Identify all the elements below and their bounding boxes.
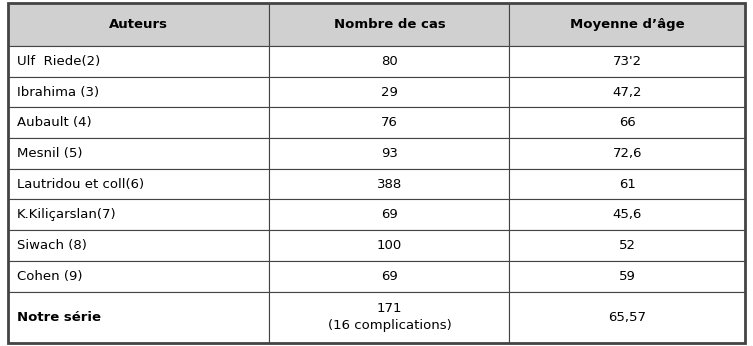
Bar	[270, 230, 509, 261]
Text: 47,2: 47,2	[613, 85, 642, 99]
Text: 59: 59	[619, 270, 636, 283]
Bar	[509, 107, 745, 138]
Bar	[509, 199, 745, 230]
Text: 29: 29	[381, 85, 398, 99]
Bar	[270, 46, 509, 77]
Bar	[8, 292, 270, 343]
Bar	[509, 77, 745, 107]
Bar	[270, 292, 509, 343]
Bar	[509, 230, 745, 261]
Text: 52: 52	[619, 239, 636, 252]
Text: 80: 80	[381, 55, 398, 68]
Bar	[270, 3, 509, 46]
Bar	[270, 107, 509, 138]
Bar	[270, 169, 509, 199]
Bar	[8, 77, 270, 107]
Bar	[509, 261, 745, 292]
Bar	[8, 169, 270, 199]
Text: 73'2: 73'2	[613, 55, 642, 68]
Text: 69: 69	[381, 270, 398, 283]
Text: 69: 69	[381, 208, 398, 221]
Text: Ulf  Riede(2): Ulf Riede(2)	[17, 55, 100, 68]
Bar	[509, 138, 745, 169]
Text: Nombre de cas: Nombre de cas	[334, 18, 445, 31]
Bar	[270, 138, 509, 169]
Bar	[270, 261, 509, 292]
Text: 388: 388	[376, 177, 402, 191]
Text: Cohen (9): Cohen (9)	[17, 270, 82, 283]
Text: 45,6: 45,6	[613, 208, 642, 221]
Bar	[509, 3, 745, 46]
Bar	[270, 199, 509, 230]
Text: Siwach (8): Siwach (8)	[17, 239, 87, 252]
Bar	[509, 169, 745, 199]
Text: 72,6: 72,6	[613, 147, 642, 160]
Bar	[8, 3, 270, 46]
Text: Lautridou et coll(6): Lautridou et coll(6)	[17, 177, 144, 191]
Bar	[509, 292, 745, 343]
Text: Ibrahima (3): Ibrahima (3)	[17, 85, 99, 99]
Text: 66: 66	[619, 116, 636, 129]
Text: 100: 100	[376, 239, 402, 252]
Bar	[8, 138, 270, 169]
Bar	[8, 199, 270, 230]
Text: 93: 93	[381, 147, 398, 160]
Bar	[509, 46, 745, 77]
Bar	[8, 230, 270, 261]
Text: Auteurs: Auteurs	[109, 18, 168, 31]
Text: 65,57: 65,57	[608, 310, 646, 324]
Text: Moyenne d’âge: Moyenne d’âge	[570, 18, 684, 31]
Bar	[8, 46, 270, 77]
Text: 61: 61	[619, 177, 636, 191]
Bar	[8, 261, 270, 292]
Text: Mesnil (5): Mesnil (5)	[17, 147, 82, 160]
Bar	[8, 107, 270, 138]
Text: K.Kiliçarslan(7): K.Kiliçarslan(7)	[17, 208, 116, 221]
Bar	[270, 77, 509, 107]
Text: Aubault (4): Aubault (4)	[17, 116, 91, 129]
Text: 171
(16 complications): 171 (16 complications)	[328, 302, 451, 332]
Text: Notre série: Notre série	[17, 310, 101, 324]
Text: 76: 76	[381, 116, 398, 129]
